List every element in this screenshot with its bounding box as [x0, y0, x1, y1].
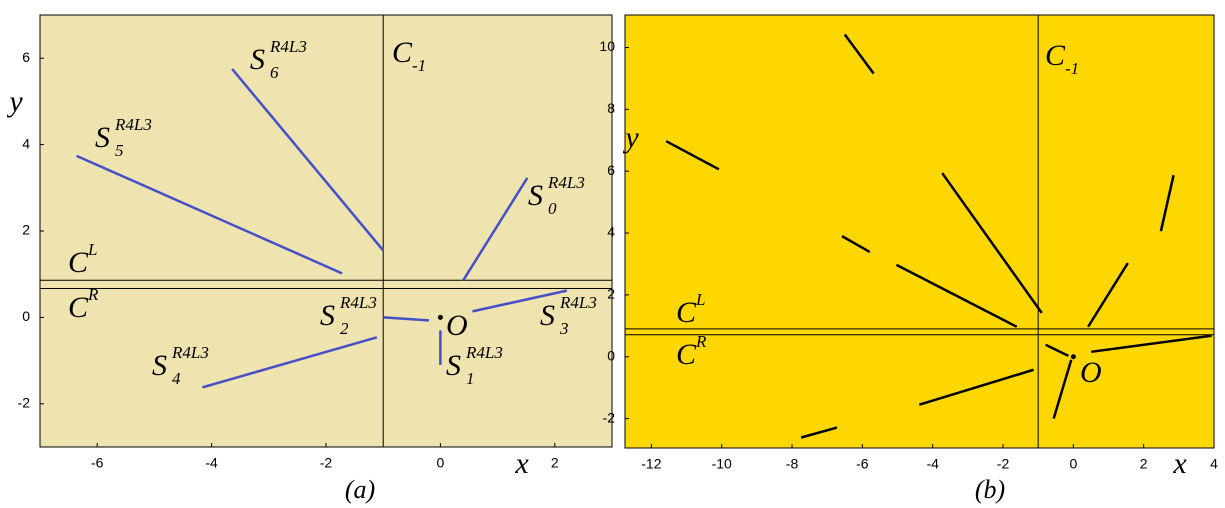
annotation: C — [1045, 39, 1066, 72]
segment — [1052, 359, 1073, 419]
annotation: S — [95, 121, 110, 154]
annotation-sup: R4L3 — [171, 343, 209, 362]
segment — [76, 154, 343, 275]
plot-area — [624, 14, 1215, 449]
annotation-sub: 4 — [172, 369, 181, 388]
x-tick-label: -6 — [856, 456, 869, 472]
annotation-sup: L — [695, 290, 705, 309]
x-tick-label: -10 — [712, 456, 732, 472]
caption: (a) — [345, 475, 375, 504]
y-tick-label: 0 — [607, 347, 615, 363]
x-tick-label: 0 — [437, 455, 445, 471]
segment — [841, 235, 871, 253]
annotation: O — [446, 309, 468, 342]
y-tick-label: 8 — [607, 100, 615, 116]
segment — [918, 368, 1034, 406]
x-tick-label: -6 — [91, 455, 104, 471]
annotation: S — [320, 299, 335, 332]
segment — [383, 316, 430, 322]
segment — [1159, 174, 1175, 232]
x-tick-label: -2 — [320, 455, 333, 471]
annotation-sub: 0 — [548, 199, 557, 218]
segment — [843, 33, 875, 75]
x-tick-label: -2 — [997, 456, 1010, 472]
y-tick-label: -2 — [603, 409, 616, 425]
y-tick-label: 6 — [607, 162, 615, 178]
annotation-sup: R4L3 — [465, 343, 503, 362]
x-tick-label: 0 — [1069, 456, 1077, 472]
annotation-sup: R — [695, 332, 707, 351]
annotation: C — [392, 36, 413, 69]
annotation-sub: 1 — [466, 369, 475, 388]
segment — [895, 263, 1018, 328]
annotation-sup: R4L3 — [559, 293, 597, 312]
y-tick-label: 0 — [22, 308, 30, 324]
annotation-sub: -1 — [412, 56, 426, 75]
annotation-sup: R4L3 — [269, 37, 307, 56]
annotation-sup: R4L3 — [114, 115, 152, 134]
annotation: S — [528, 179, 543, 212]
annotation-sub: 5 — [115, 141, 124, 160]
y-tick-label: 10 — [599, 38, 615, 54]
segment — [231, 68, 385, 252]
annotation: C — [676, 296, 697, 329]
segment — [462, 177, 529, 281]
y-tick-label: 4 — [22, 135, 30, 151]
segment — [1087, 262, 1129, 328]
annotation: S — [446, 349, 461, 382]
annotation-sup: R4L3 — [547, 173, 585, 192]
annotation: C — [68, 246, 89, 279]
x-tick-label: -12 — [641, 456, 661, 472]
segment — [1091, 334, 1212, 354]
annotation-sup: R4L3 — [339, 293, 377, 312]
segment — [1045, 343, 1069, 357]
annotation-sub: 2 — [340, 319, 349, 338]
x-tick-label: -4 — [205, 455, 218, 471]
segment — [665, 140, 720, 171]
x-axis-label: x — [1172, 447, 1187, 480]
segment — [202, 336, 378, 389]
annotation: S — [250, 43, 265, 76]
y-axis-label: y — [6, 85, 23, 118]
annotation: S — [152, 349, 167, 382]
x-tick-label: 4 — [1210, 456, 1218, 472]
annotation-sub: -1 — [1065, 59, 1079, 78]
y-tick-label: 2 — [607, 286, 615, 302]
segment — [800, 426, 838, 439]
fixed-point — [1070, 354, 1076, 360]
annotation-sup: L — [87, 240, 97, 259]
annotation: O — [1080, 356, 1102, 389]
x-tick-label: 2 — [551, 455, 559, 471]
caption: (b) — [975, 475, 1005, 504]
x-tick-label: 2 — [1140, 456, 1148, 472]
y-tick-label: -2 — [18, 395, 31, 411]
y-tick-label: 6 — [22, 49, 30, 65]
annotation: C — [676, 338, 697, 371]
y-tick-label: 4 — [607, 224, 615, 240]
plot-area — [39, 14, 613, 448]
annotation: S — [540, 299, 555, 332]
x-tick-label: -4 — [926, 456, 939, 472]
y-tick-label: 2 — [22, 222, 30, 238]
y-axis-label: y — [622, 121, 639, 154]
annotation-sub: 3 — [559, 319, 569, 338]
fixed-point — [437, 314, 443, 320]
x-axis-label: x — [514, 447, 529, 480]
annotation-sub: 6 — [270, 63, 279, 82]
annotation: C — [68, 291, 89, 324]
segment — [472, 289, 568, 313]
annotation-sup: R — [87, 285, 99, 304]
segment — [941, 172, 1043, 314]
x-tick-label: -8 — [786, 456, 799, 472]
